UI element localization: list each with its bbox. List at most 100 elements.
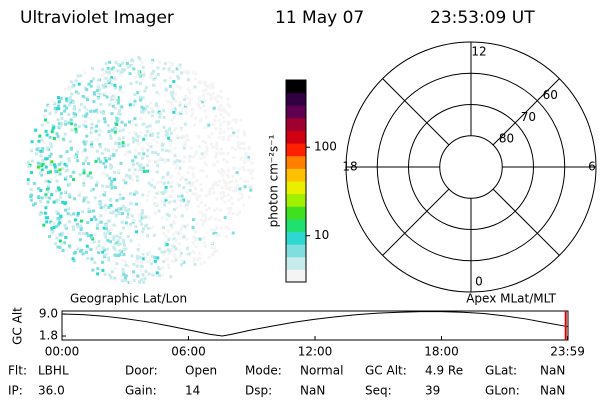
speckle [197,251,201,255]
speckle [187,71,191,75]
speckle [238,191,242,195]
speckle [177,242,181,246]
speckle [117,243,121,247]
speckle [132,130,136,134]
speckle [113,99,117,103]
speckle [176,182,180,186]
speckle [193,116,197,120]
speckle [112,245,116,249]
speckle [120,67,124,71]
info-value: NaN [300,384,325,398]
speckle [118,193,122,197]
speckle [46,216,50,220]
speckle [159,156,163,160]
speckle [194,72,198,76]
speckle [217,136,221,140]
speckle [200,188,204,192]
speckle [221,151,225,155]
speckle [46,190,50,194]
colorbar-swatch [286,168,306,182]
speckle [54,139,58,143]
speckle [182,260,186,264]
speckle [56,104,60,108]
speckle [174,92,178,96]
speckle [152,233,156,237]
speckle [95,181,99,185]
speckle [186,69,190,73]
speckle [76,247,80,251]
speckle [44,206,48,210]
speckle [109,227,113,231]
speckle [204,115,208,119]
speckle [120,220,124,224]
speckle [108,273,112,277]
speckle [96,246,100,250]
speckle [211,145,215,149]
speckle [167,266,171,270]
speckle [226,97,230,101]
speckle [30,159,34,163]
speckle [112,223,116,227]
speckle [174,239,178,243]
speckle [210,215,214,219]
speckle [127,212,131,216]
speckle [108,78,112,82]
speckle [186,87,190,91]
speckle [76,159,80,163]
speckle [66,205,70,209]
speckle [72,212,76,216]
speckle [191,175,195,179]
speckle [103,91,107,95]
speckle [204,163,208,167]
speckle [152,69,156,73]
speckle [45,157,49,161]
speckle [84,108,88,112]
speckle [52,136,56,140]
speckle [104,84,108,88]
speckle [236,144,240,148]
speckle [61,248,65,252]
speckle [90,140,94,144]
speckle [49,178,53,182]
speckle [207,123,211,127]
speckle [112,66,116,70]
speckle [150,134,154,138]
speckle [211,123,215,127]
speckle [78,173,82,177]
speckle [144,86,148,90]
speckle [51,230,55,234]
speckle [127,280,131,284]
speckle [44,179,48,183]
speckle [64,169,68,173]
speckle [227,199,231,203]
speckle [65,97,69,101]
speckle [101,157,105,161]
speckle [52,125,56,129]
speckle [83,95,87,99]
speckle [156,92,160,96]
speckle [61,137,65,141]
speckle [102,205,106,209]
speckle [188,102,192,106]
speckle [95,108,99,112]
speckle [133,93,137,97]
info-value: 39 [425,384,440,398]
speckle [104,235,108,239]
speckle [137,55,141,59]
speckle [183,143,187,147]
speckle [117,142,121,146]
speckle [115,119,119,123]
speckle [180,176,184,180]
speckle [213,119,217,123]
speckle [205,208,209,212]
speckle [85,247,89,251]
speckle [128,150,132,154]
speckle [86,234,90,238]
colorbar-tick-label: 100 [314,140,337,154]
speckle [109,166,113,170]
speckle [84,196,88,200]
speckle [57,100,61,104]
speckle [162,260,166,264]
speckle [59,112,63,116]
speckle [155,120,159,124]
